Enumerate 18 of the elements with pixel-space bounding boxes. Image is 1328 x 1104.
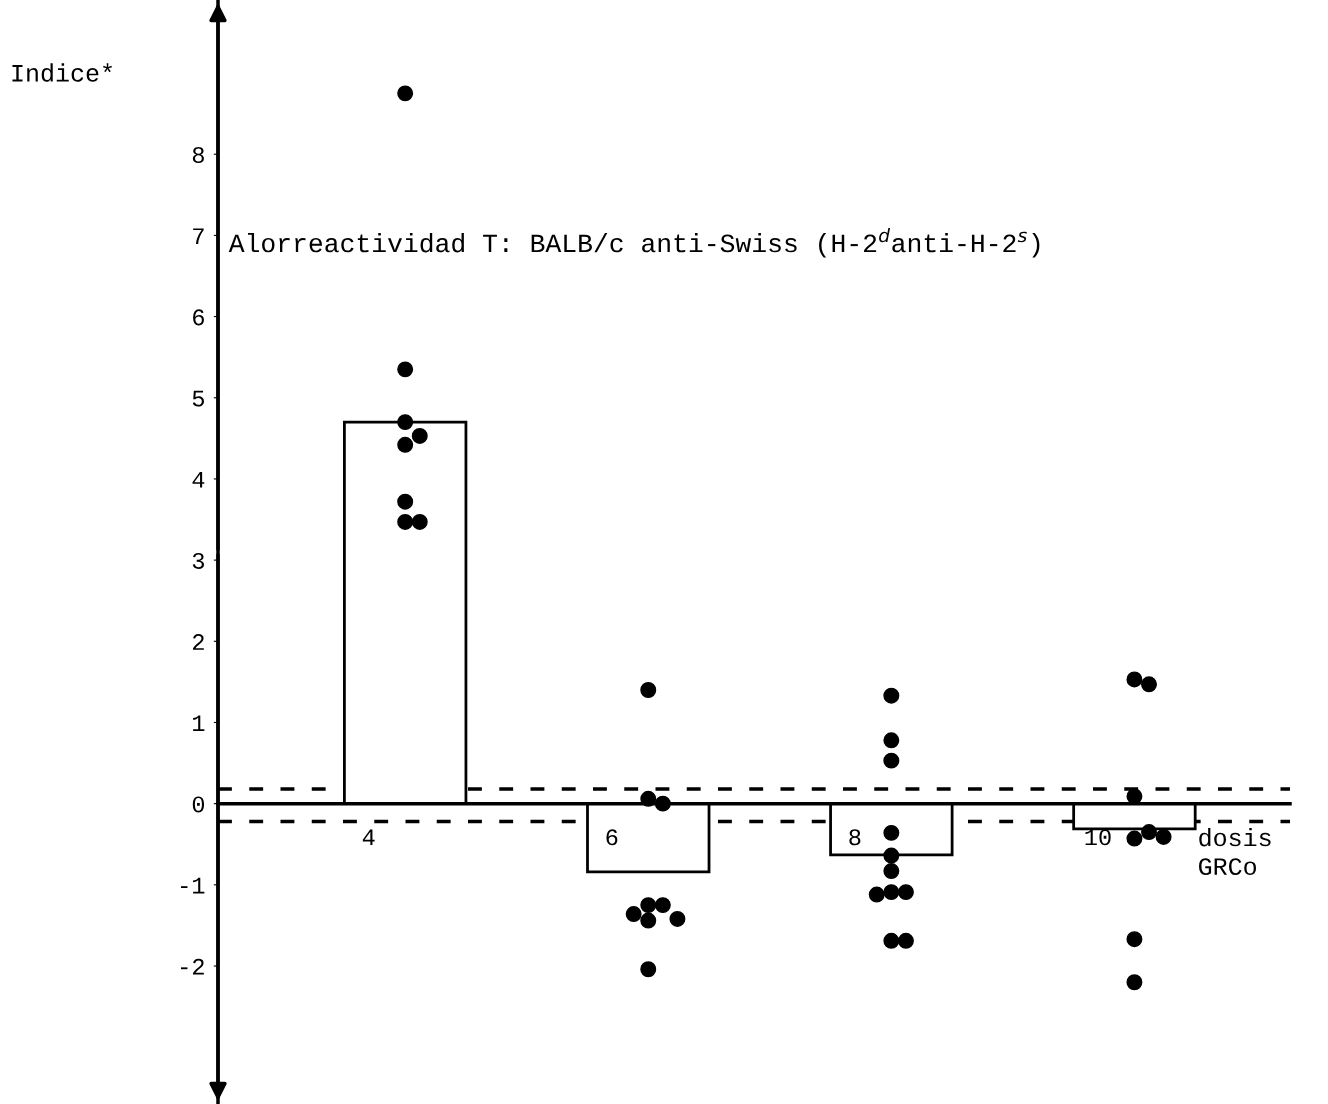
x-tick-label: 8 [849,829,861,846]
y-tick-label: -1 [181,877,205,894]
y-tick-label: 4 [192,471,205,488]
y-tick-label: 5 [192,390,204,407]
x-tick-label: 4 [362,829,375,846]
y-tick-label: 6 [193,309,204,326]
y-tick-label: -2 [181,958,204,975]
y-tick-label: 8 [192,147,204,164]
x-tick-label: 10 [1085,829,1111,846]
y-tick-label: 1 [193,715,205,732]
y-tick-label: 3 [192,552,204,569]
y-tick-label: 0 [192,796,205,813]
x-axis-title: dosis GRCo [1199,828,1271,876]
y-axis-title: Indice* [12,63,112,82]
x-tick-label: 6 [606,829,618,846]
y-tick-label: 7 [193,228,204,244]
text: Alorreactividad T: BALB/c anti-Swiss (H-2$^{d}$anti-H-2$^{s}$) [228,227,1040,258]
y-tick-label: 2 [192,634,204,650]
